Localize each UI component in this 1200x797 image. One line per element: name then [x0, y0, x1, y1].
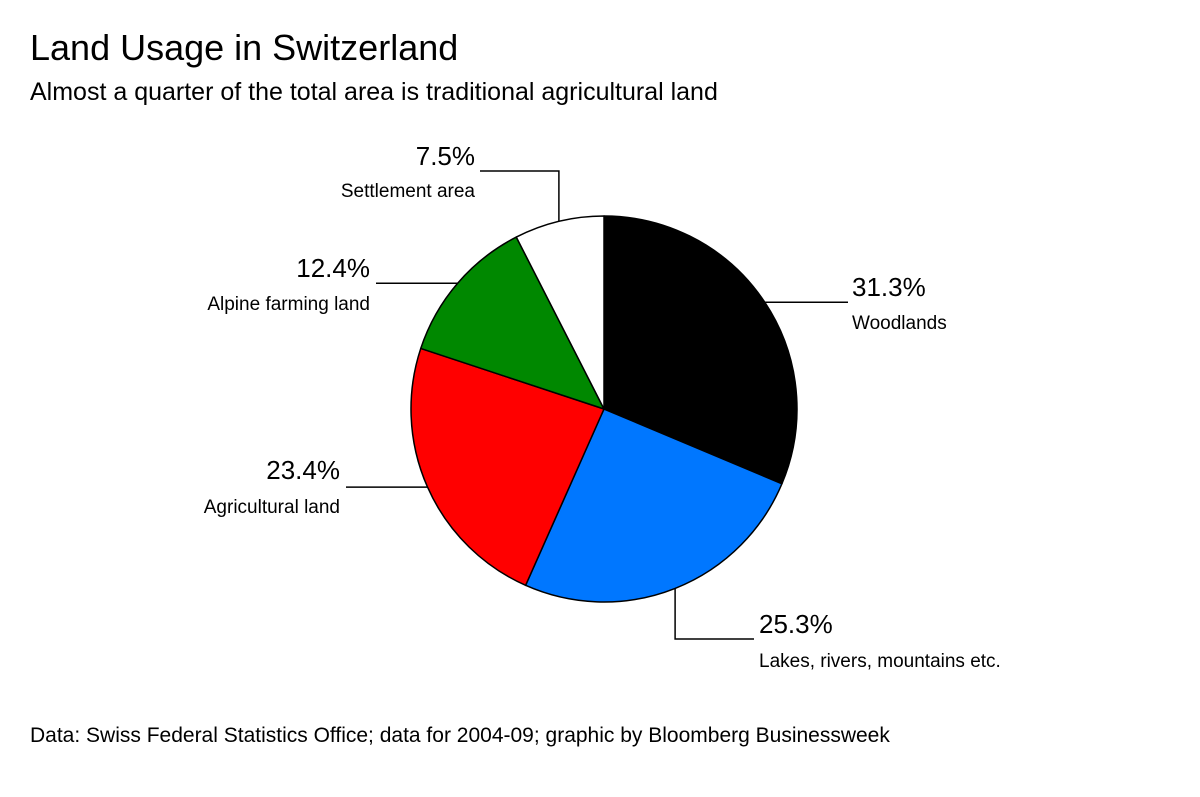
slice-value-label-woodlands: 31.3%	[852, 272, 926, 302]
slice-labels: 31.3% Woodlands 25.3% Lakes, rivers, mou…	[204, 141, 1001, 672]
chart-title: Land Usage in Switzerland	[30, 27, 459, 68]
pie-slice-settlement	[515, 215, 605, 410]
leader-line-lakes	[674, 588, 754, 640]
pie-slice-agricultural	[410, 347, 605, 587]
slice-category-label-lakes: Lakes, rivers, mountains etc.	[759, 651, 1001, 672]
slice-category-label-woodlands: Woodlands	[852, 313, 947, 334]
slice-value-label-settlement: 7.5%	[416, 141, 475, 171]
leader-lines	[346, 170, 848, 640]
pie-slices	[410, 215, 798, 603]
pie-slice-lakes	[524, 408, 783, 603]
slice-category-label-settlement: Settlement area	[341, 181, 476, 202]
slice-value-label-alpine: 12.4%	[296, 253, 370, 283]
leader-line-settlement	[480, 170, 560, 222]
slice-category-label-alpine: Alpine farming land	[207, 294, 370, 315]
slice-value-label-lakes: 25.3%	[759, 609, 833, 639]
chart-subtitle: Almost a quarter of the total area is tr…	[30, 78, 718, 106]
slice-value-label-agricultural: 23.4%	[266, 455, 340, 485]
chart-source-note: Data: Swiss Federal Statistics Office; d…	[30, 724, 890, 747]
pie-slice-woodlands	[603, 215, 798, 485]
slice-category-label-agricultural: Agricultural land	[204, 497, 340, 518]
pie-slice-alpine	[420, 236, 605, 410]
